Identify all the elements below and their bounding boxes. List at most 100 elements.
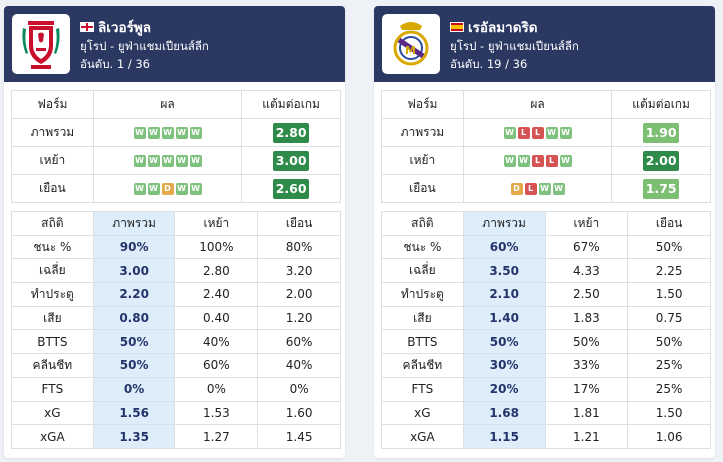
stat-home: 1.81 <box>544 400 629 426</box>
team-logo[interactable]: M <box>382 14 440 74</box>
stat-label: เสีย <box>11 305 94 331</box>
stat-away: 3.20 <box>257 258 341 284</box>
stat-home: 0.40 <box>174 305 259 331</box>
result-badge[interactable]: W <box>161 127 174 139</box>
result-badge[interactable]: W <box>147 183 160 195</box>
stats-row: xGA 1.35 1.27 1.45 <box>11 424 341 449</box>
result-badge[interactable]: W <box>545 127 558 139</box>
team-name[interactable]: ลิเวอร์พูล <box>80 16 151 38</box>
result-badge[interactable]: W <box>175 155 188 167</box>
ppg-cell: 2.80 <box>241 118 341 147</box>
stat-home: 4.33 <box>544 258 629 284</box>
stat-home: 2.80 <box>174 258 259 284</box>
result-badge[interactable]: W <box>133 127 146 139</box>
result-header: ผล <box>462 90 613 119</box>
stat-home: 67% <box>544 234 629 260</box>
stat-home: 1.27 <box>174 424 259 449</box>
result-badge[interactable]: W <box>147 127 160 139</box>
result-badge[interactable]: W <box>147 155 160 167</box>
ppg-cell: 2.60 <box>241 174 341 203</box>
result-badge[interactable]: W <box>503 127 516 139</box>
stat-away: 1.20 <box>257 305 341 331</box>
ppg-cell: 1.90 <box>611 118 711 147</box>
stat-overall: 0% <box>92 376 176 402</box>
result-badge[interactable]: W <box>161 155 174 167</box>
stats-row: BTTS 50% 40% 60% <box>11 329 341 355</box>
team-logo[interactable] <box>12 14 70 74</box>
result-badge[interactable]: W <box>175 183 188 195</box>
result-badge[interactable]: L <box>531 155 544 167</box>
competition-name[interactable]: ยุโรป - ยูฟ่าแชมเปียนส์ลีก <box>80 39 209 53</box>
result-badge[interactable]: D <box>161 183 174 195</box>
competition-name[interactable]: ยุโรป - ยูฟ่าแชมเปียนส์ลีก <box>450 39 579 53</box>
result-badge[interactable]: W <box>189 127 202 139</box>
form-row-label: เยือน <box>381 174 464 203</box>
stats-row: คลีนชีท 50% 60% 40% <box>11 353 341 378</box>
stat-label: xG <box>11 400 94 426</box>
result-badge[interactable]: W <box>133 183 146 195</box>
rank-value: 19 / 36 <box>486 57 528 71</box>
result-badge[interactable]: W <box>552 183 565 195</box>
stat-overall: 50% <box>92 353 176 378</box>
result-badge[interactable]: L <box>517 127 530 139</box>
result-badge[interactable]: W <box>517 155 530 167</box>
stat-home: 60% <box>174 353 259 378</box>
result-badge[interactable]: W <box>559 155 572 167</box>
stat-away: 1.06 <box>627 424 711 449</box>
stat-home: 2.40 <box>174 282 259 307</box>
stat-away: 1.50 <box>627 282 711 307</box>
ppg-badge: 2.80 <box>273 122 310 143</box>
result-badge[interactable]: L <box>545 155 558 167</box>
ppg-header: แต้มต่อเกม <box>611 90 711 119</box>
result-badge[interactable]: W <box>538 183 551 195</box>
away-header: เยือน <box>257 211 341 236</box>
stats-row: FTS 20% 17% 25% <box>381 376 711 402</box>
stat-overall: 1.40 <box>462 305 546 331</box>
stat-label: ทำประตู <box>11 282 94 307</box>
result-badge[interactable]: W <box>503 155 516 167</box>
team-rank: อันดับ. 1 / 36 <box>80 56 150 74</box>
stat-home: 100% <box>174 234 259 260</box>
result-badge[interactable]: W <box>559 127 572 139</box>
team-name[interactable]: เรอัลมาดริด <box>450 16 538 38</box>
stat-overall: 2.10 <box>462 282 546 307</box>
form-row-label: ภาพรวม <box>381 118 464 147</box>
stats-header-row: สถิติ ภาพรวม เหย้า เยือน <box>381 211 711 236</box>
stat-label: xGA <box>11 424 94 449</box>
stat-overall: 50% <box>462 329 546 355</box>
rank-value: 1 / 36 <box>116 57 150 71</box>
stat-home: 17% <box>544 376 629 402</box>
stats-row: ชนะ % 60% 67% 50% <box>381 234 711 260</box>
stat-overall: 3.50 <box>462 258 546 284</box>
stat-overall: 2.20 <box>92 282 176 307</box>
stat-label: คลีนชีท <box>381 353 464 378</box>
ppg-badge: 1.75 <box>643 178 680 199</box>
stat-home: 2.50 <box>544 282 629 307</box>
stat-away: 40% <box>257 353 341 378</box>
stats-row: เฉลี่ย 3.00 2.80 3.20 <box>11 258 341 284</box>
result-badge[interactable]: L <box>531 127 544 139</box>
stat-label: เฉลี่ย <box>381 258 464 284</box>
result-badge[interactable]: L <box>524 183 537 195</box>
stat-away: 1.50 <box>627 400 711 426</box>
stats-row: BTTS 50% 50% 50% <box>381 329 711 355</box>
stats-row: xG 1.56 1.53 1.60 <box>11 400 341 426</box>
result-badge[interactable]: W <box>133 155 146 167</box>
stat-overall: 1.56 <box>92 400 176 426</box>
result-badge[interactable]: W <box>189 183 202 195</box>
form-header: ฟอร์ม <box>381 90 464 119</box>
result-badge[interactable]: W <box>189 155 202 167</box>
stats-header-row: สถิติ ภาพรวม เหย้า เยือน <box>11 211 341 236</box>
stat-away: 2.00 <box>257 282 341 307</box>
result-header: ผล <box>92 90 243 119</box>
stat-home: 40% <box>174 329 259 355</box>
result-badge[interactable]: D <box>510 183 523 195</box>
result-badge[interactable]: W <box>175 127 188 139</box>
ppg-header: แต้มต่อเกม <box>241 90 341 119</box>
